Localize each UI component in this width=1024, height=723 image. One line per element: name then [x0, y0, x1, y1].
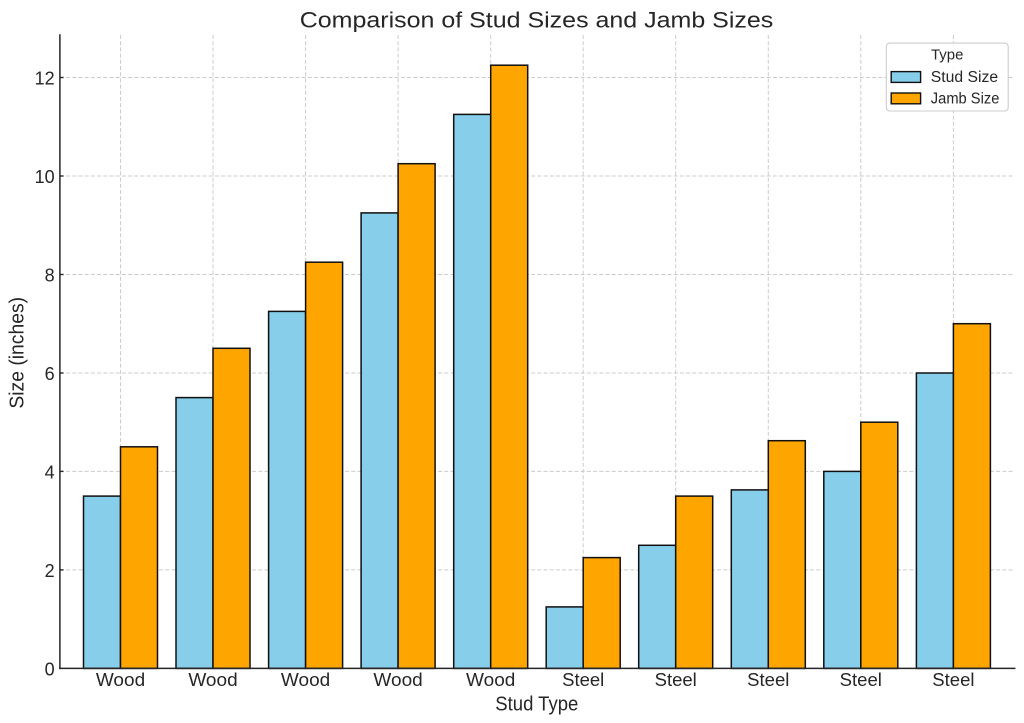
- svg-text:Steel: Steel: [840, 670, 882, 690]
- svg-text:Steel: Steel: [932, 670, 974, 690]
- svg-text:Wood: Wood: [373, 670, 422, 690]
- svg-text:Stud Size: Stud Size: [931, 69, 998, 86]
- svg-text:6: 6: [45, 364, 55, 384]
- svg-text:Wood: Wood: [466, 670, 515, 690]
- svg-text:Wood: Wood: [281, 670, 330, 690]
- svg-text:2: 2: [45, 561, 55, 581]
- svg-text:Wood: Wood: [96, 670, 145, 690]
- svg-text:Steel: Steel: [562, 670, 604, 690]
- svg-text:Type: Type: [931, 48, 963, 64]
- svg-text:Size (inches): Size (inches): [6, 297, 28, 409]
- svg-text:Comparison of Stud Sizes and J: Comparison of Stud Sizes and Jamb Sizes: [300, 8, 774, 33]
- svg-text:Stud Type: Stud Type: [495, 693, 578, 715]
- svg-text:4: 4: [45, 463, 55, 483]
- svg-text:Steel: Steel: [655, 670, 697, 690]
- svg-text:0: 0: [45, 660, 55, 680]
- svg-text:Jamb Size: Jamb Size: [931, 91, 1000, 108]
- svg-text:8: 8: [45, 266, 55, 286]
- svg-text:Wood: Wood: [188, 670, 237, 690]
- svg-text:10: 10: [35, 167, 55, 187]
- svg-text:Steel: Steel: [747, 670, 789, 690]
- svg-text:12: 12: [35, 69, 55, 89]
